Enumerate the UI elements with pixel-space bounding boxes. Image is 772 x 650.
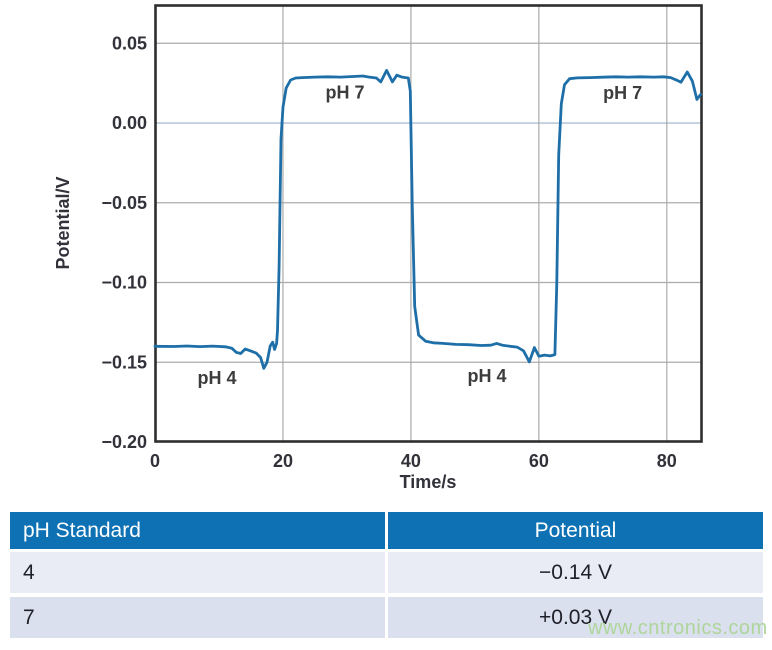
ph-value: 4 [10,552,385,593]
y-tick-label: 0.00 [112,113,147,133]
x-tick-label: 0 [150,451,160,471]
y-tick-label: 0.05 [112,33,147,53]
chart-area: 0.05 0.00 −0.05 −0.10 −0.15 −0.20 0 20 40 60 80 pH… [53,4,703,492]
y-tick-label: −0.20 [101,432,147,452]
x-tick-label: 40 [401,451,421,471]
x-tick-label: 80 [657,451,677,471]
curve-group [153,69,703,370]
header-ph-standard: pH Standard [10,512,385,549]
annotation-label: pH 7 [326,82,365,102]
table-row: 7 +0.03 V [10,597,763,638]
potential-value: −0.14 V [388,552,763,593]
annotation-label: pH 7 [603,83,642,103]
plot-frame-group [154,4,703,443]
x-tick-label: 60 [529,451,549,471]
ph-value: 7 [10,597,385,638]
y-tick-label: −0.15 [101,352,147,372]
y-tick-label: −0.05 [101,193,147,213]
ph-potential-table: pH Standard Potential 4 −0.14 V 7 +0.03 … [10,512,763,642]
series-electrode-potential [153,69,703,370]
annotations: pH 7 pH 4 pH 4 pH 7 [198,82,643,387]
annotation-label: pH 4 [468,366,507,386]
potential-value: +0.03 V [388,597,763,638]
gridlines [155,5,702,442]
tick-labels: 0.05 0.00 −0.05 −0.10 −0.15 −0.200 20 40 60 80 [101,33,676,471]
ph-step-chart: 0.05 0.00 −0.05 −0.10 −0.15 −0.200 20 40 60 80 pH… [53,4,703,492]
annotation-label: pH 4 [198,368,237,388]
table-row: 4 −0.14 V [10,552,763,593]
y-tick-label: −0.10 [101,273,147,293]
x-axis-title: Time/s [400,472,457,492]
x-tick-label: 20 [273,451,293,471]
table-header-row: pH Standard Potential [10,512,763,549]
y-axis-title: Potential/V [53,176,73,269]
header-potential: Potential [388,512,763,549]
plot-frame [154,4,703,443]
